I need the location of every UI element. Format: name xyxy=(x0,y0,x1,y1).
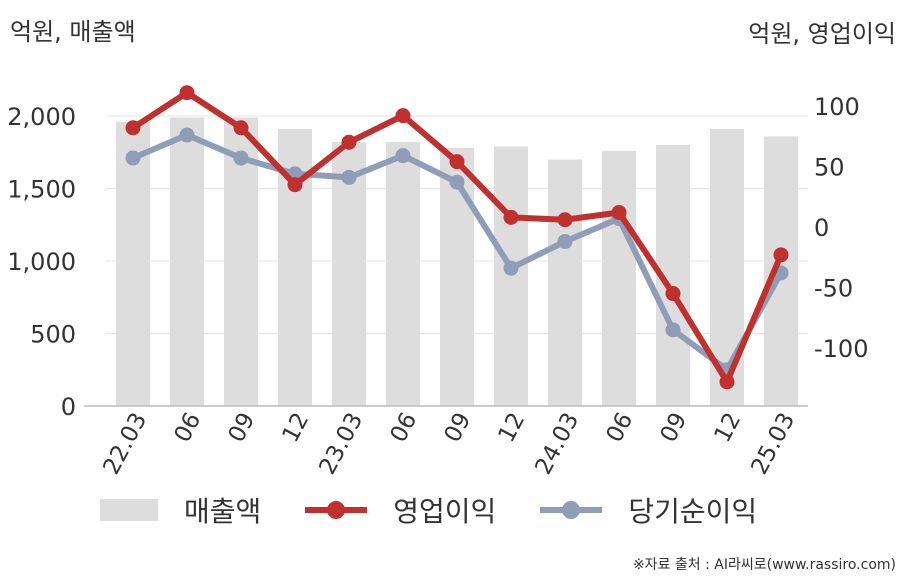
x-tick-label: 22.03 xyxy=(98,409,152,479)
source-note: ※자료 출처 : AI라씨로(www.rassiro.com) xyxy=(632,557,896,573)
y-right-tick-label: 100 xyxy=(814,93,860,121)
net-income-point xyxy=(125,150,141,166)
y-right-tick-label: -50 xyxy=(814,275,853,303)
legend-swatch-net-income xyxy=(540,498,603,522)
legend-label-net-income: 당기순이익 xyxy=(628,495,758,528)
net-income-point xyxy=(179,127,195,143)
operating-profit-point xyxy=(341,134,357,150)
net-income-point xyxy=(449,174,465,190)
profit-lines xyxy=(125,85,789,390)
revenue-bar xyxy=(332,142,366,406)
operating-profit-point xyxy=(287,177,303,193)
net-income-point xyxy=(341,169,357,185)
revenue-bars xyxy=(116,117,798,407)
y-left-tick-label: 0 xyxy=(61,393,76,421)
x-tick-label: 06 xyxy=(170,409,207,447)
operating-profit-point xyxy=(179,85,195,101)
y-left-tick-label: 1,000 xyxy=(7,248,76,276)
operating-profit-point xyxy=(125,120,141,136)
x-tick-label: 06 xyxy=(602,409,639,447)
legend-swatch-revenue xyxy=(100,499,158,521)
legend: 매출액 영업이익 당기순이익 xyxy=(100,490,801,530)
revenue-bar xyxy=(386,142,420,406)
y-left-tick-label: 500 xyxy=(30,321,76,349)
y-left-tick-label: 1,500 xyxy=(7,176,76,204)
operating-profit-point xyxy=(611,204,627,220)
legend-label-revenue: 매출액 xyxy=(184,495,262,528)
revenue-bar xyxy=(170,117,204,406)
x-tick-label: 09 xyxy=(440,409,477,447)
revenue-bar xyxy=(116,121,150,407)
operating-profit-point xyxy=(233,120,249,136)
x-tick-label: 24.03 xyxy=(530,409,584,479)
net-income-point xyxy=(503,260,519,276)
x-tick-label: 09 xyxy=(656,409,693,447)
revenue-bar xyxy=(440,147,474,406)
y-right-tick-label: 0 xyxy=(814,214,829,242)
net-income-point xyxy=(557,234,573,250)
operating-profit-point xyxy=(773,247,789,263)
net-income-point xyxy=(233,150,249,166)
x-tick-label: 09 xyxy=(224,409,261,447)
operating-profit-point xyxy=(557,212,573,228)
x-tick-label: 12 xyxy=(710,409,747,447)
revenue-bar xyxy=(548,159,582,406)
x-tick-label: 23.03 xyxy=(314,409,368,479)
operating-profit-point xyxy=(665,286,681,302)
legend-item-operating-profit: 영업이익 xyxy=(305,490,496,530)
x-tick-label: 12 xyxy=(494,409,531,447)
right-axis-unit: 억원, 영업이익 xyxy=(748,20,896,48)
operating-profit-point xyxy=(719,374,735,390)
legend-item-revenue: 매출액 xyxy=(100,490,261,530)
legend-swatch-operating-profit xyxy=(305,498,368,522)
revenue-bar xyxy=(602,150,636,406)
y-right-tick-label: 50 xyxy=(814,154,845,182)
legend-label-operating-profit: 영업이익 xyxy=(393,495,497,528)
x-tick-label: 06 xyxy=(386,409,423,447)
operating-profit-point xyxy=(503,209,519,225)
revenue-bar xyxy=(494,146,528,406)
net-income-point xyxy=(665,322,681,338)
y-right-tick-label: -100 xyxy=(814,335,868,363)
net-income-point xyxy=(395,148,411,164)
left-axis-unit: 억원, 매출액 xyxy=(10,18,136,46)
revenue-bar xyxy=(224,117,258,406)
legend-item-net-income: 당기순이익 xyxy=(540,490,757,530)
operating-profit-point xyxy=(449,154,465,170)
y-left-tick-label: 2,000 xyxy=(7,103,76,131)
operating-profit-point xyxy=(395,108,411,124)
x-tick-label: 25.03 xyxy=(746,409,800,479)
x-tick-label: 12 xyxy=(278,409,315,447)
